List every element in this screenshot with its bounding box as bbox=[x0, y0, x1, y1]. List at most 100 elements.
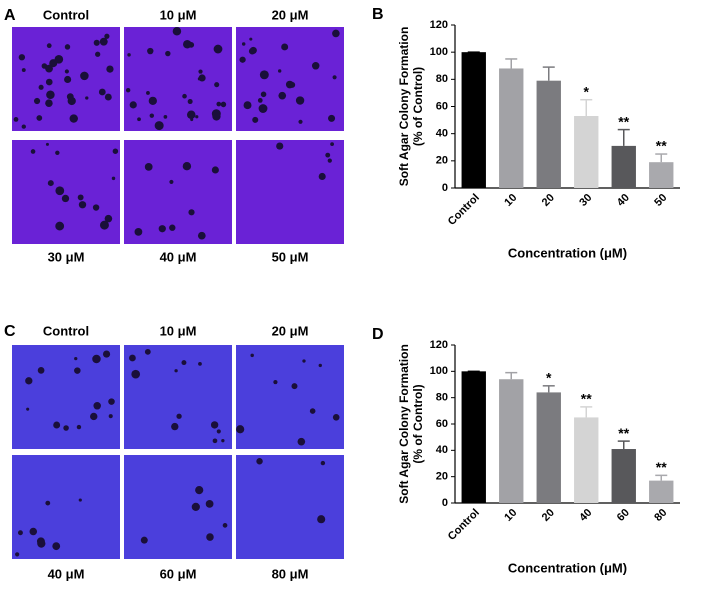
colony bbox=[298, 119, 303, 124]
panel-label: A bbox=[4, 7, 16, 24]
colony bbox=[98, 88, 106, 96]
x-tick-label: 60 bbox=[615, 507, 632, 524]
colony bbox=[171, 422, 179, 431]
micrograph bbox=[236, 345, 344, 449]
image-caption: 20 μM bbox=[272, 7, 309, 22]
colony bbox=[99, 37, 108, 46]
colony bbox=[67, 96, 76, 106]
x-tick-label: 50 bbox=[652, 192, 669, 209]
colony bbox=[197, 77, 202, 81]
colony bbox=[64, 44, 71, 50]
colony bbox=[222, 523, 228, 528]
colony bbox=[26, 407, 30, 411]
colony bbox=[195, 486, 204, 495]
x-tick-label: 20 bbox=[540, 507, 557, 524]
colony bbox=[302, 359, 306, 363]
colony bbox=[53, 421, 61, 429]
colony bbox=[74, 367, 81, 374]
colony bbox=[92, 204, 100, 211]
y-tick-label: 0 bbox=[442, 497, 448, 509]
colony bbox=[318, 363, 322, 368]
colony bbox=[176, 413, 182, 419]
colony bbox=[55, 186, 65, 196]
image-caption: 10 μM bbox=[160, 323, 197, 338]
colony bbox=[239, 56, 246, 63]
y-tick-label: 40 bbox=[436, 128, 448, 140]
colony bbox=[221, 438, 225, 443]
colony bbox=[45, 99, 53, 107]
colony bbox=[197, 231, 206, 240]
colony bbox=[92, 354, 101, 364]
colony bbox=[250, 353, 254, 358]
x-tick-label: 20 bbox=[540, 192, 557, 209]
colony bbox=[144, 162, 153, 171]
colony bbox=[129, 101, 137, 109]
y-tick-label: 120 bbox=[430, 339, 448, 351]
image-caption: 40 μM bbox=[160, 249, 197, 264]
colony bbox=[131, 369, 141, 379]
x-tick-label: Control bbox=[446, 507, 482, 543]
y-axis-label: Soft Agar Colony Formation bbox=[397, 344, 411, 504]
colony bbox=[186, 110, 196, 119]
colony bbox=[64, 75, 72, 84]
colony bbox=[291, 383, 298, 390]
colony bbox=[18, 54, 26, 61]
colony bbox=[311, 62, 320, 70]
colony bbox=[63, 425, 69, 431]
y-tick-label: 0 bbox=[442, 182, 448, 194]
colony bbox=[169, 179, 174, 184]
colony bbox=[211, 109, 221, 119]
y-axis-label: Soft Agar Colony Formation bbox=[397, 27, 411, 187]
colony bbox=[33, 97, 41, 105]
colony bbox=[241, 42, 246, 46]
x-axis-label: Concentration (μM) bbox=[508, 245, 627, 260]
colony bbox=[104, 214, 113, 223]
image-caption: 10 μM bbox=[160, 7, 197, 22]
y-tick-label: 20 bbox=[436, 155, 448, 167]
micrograph bbox=[124, 345, 232, 449]
panel-label: D bbox=[372, 326, 384, 343]
colony bbox=[149, 113, 155, 118]
y-axis-label: (% of Control) bbox=[411, 67, 425, 146]
colony bbox=[146, 91, 150, 95]
colony bbox=[243, 101, 252, 110]
colony bbox=[127, 53, 131, 57]
image-caption: Control bbox=[43, 323, 89, 338]
significance: ** bbox=[656, 459, 667, 475]
colony bbox=[205, 499, 214, 508]
colony bbox=[30, 149, 36, 154]
significance: * bbox=[584, 83, 590, 99]
colony bbox=[182, 162, 192, 171]
colony bbox=[99, 220, 109, 230]
colony bbox=[140, 536, 148, 544]
y-tick-label: 20 bbox=[436, 471, 448, 483]
colony bbox=[191, 502, 200, 511]
colony bbox=[129, 354, 136, 362]
y-tick-label: 100 bbox=[430, 365, 448, 377]
colony bbox=[36, 115, 43, 121]
colony bbox=[47, 180, 54, 187]
micrograph bbox=[124, 455, 232, 559]
y-tick-label: 120 bbox=[430, 19, 448, 31]
significance: * bbox=[546, 370, 552, 386]
colony bbox=[183, 39, 192, 49]
colony bbox=[257, 98, 263, 103]
bar bbox=[649, 162, 674, 188]
colony bbox=[198, 69, 203, 74]
y-tick-label: 60 bbox=[436, 418, 448, 430]
colony bbox=[45, 500, 51, 506]
y-tick-label: 80 bbox=[436, 73, 448, 85]
bar bbox=[574, 417, 599, 503]
colony bbox=[95, 51, 101, 57]
colony bbox=[108, 398, 115, 405]
colony bbox=[61, 194, 70, 203]
colony bbox=[148, 96, 157, 106]
colony bbox=[64, 69, 69, 74]
colony bbox=[144, 348, 151, 355]
colony bbox=[52, 542, 61, 551]
y-tick-label: 40 bbox=[436, 444, 448, 456]
colony bbox=[328, 114, 336, 122]
micrograph bbox=[12, 455, 120, 559]
colony bbox=[77, 194, 84, 201]
